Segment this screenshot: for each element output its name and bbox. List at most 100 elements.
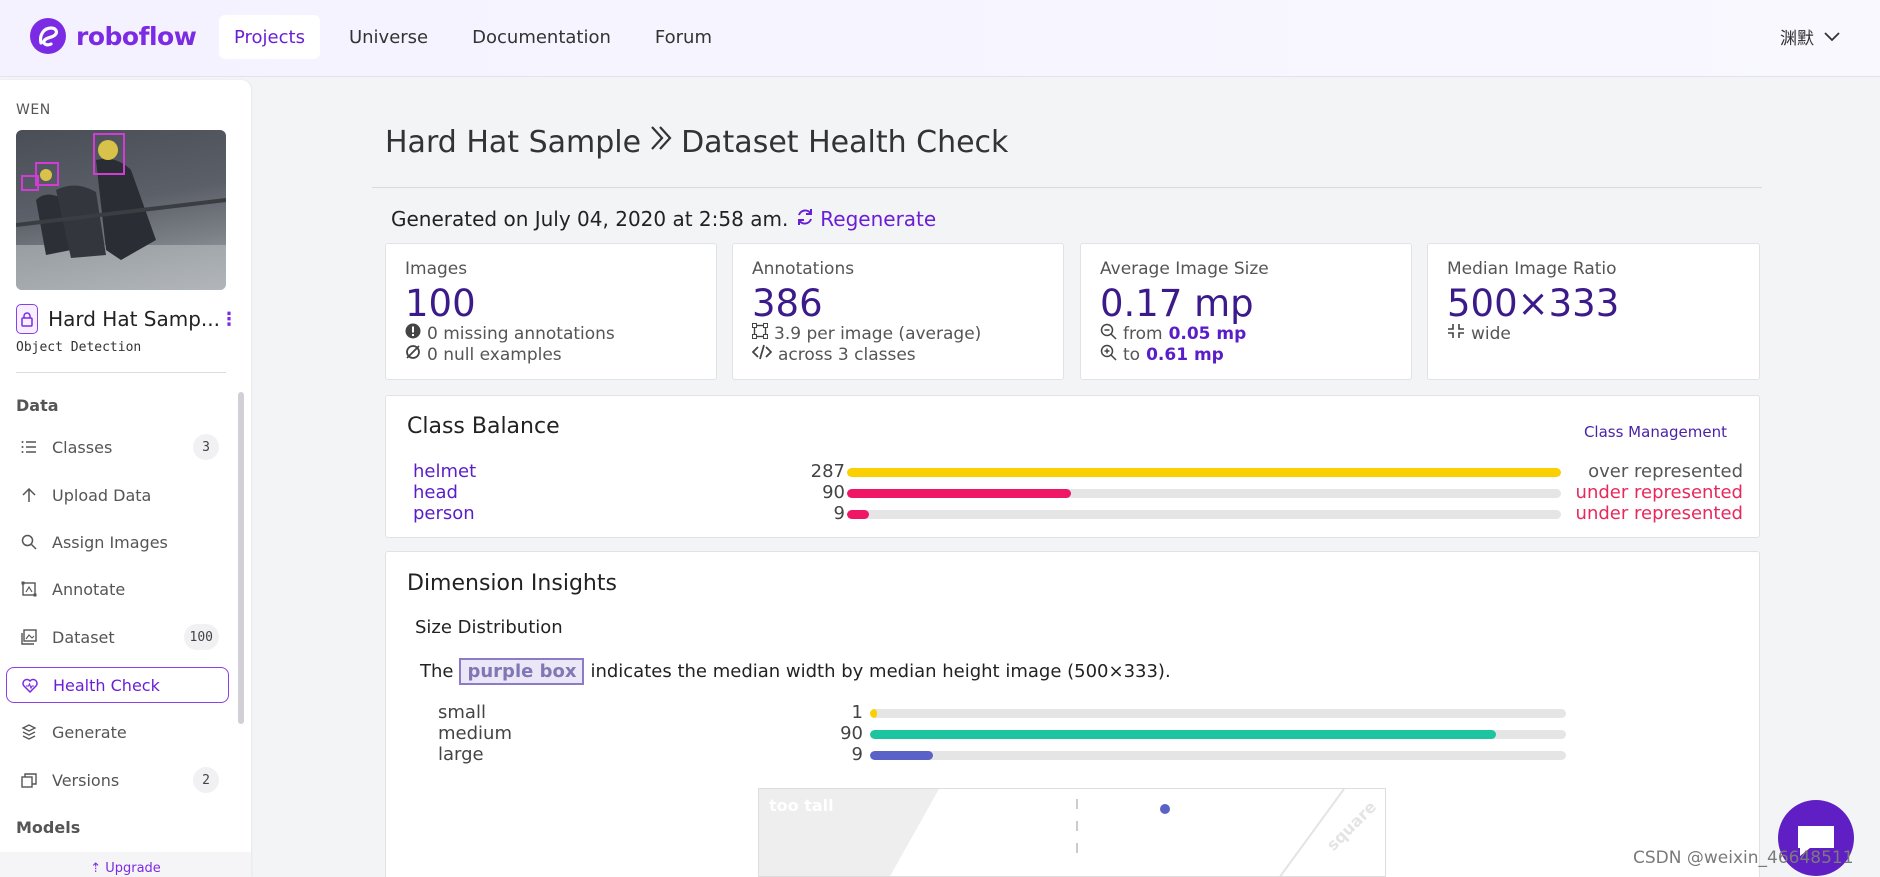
class-status: under represented — [1575, 503, 1743, 524]
annotations-card: Annotations 386 3.9 per image (average) … — [732, 243, 1064, 380]
missing-annotations: 0 missing annotations — [405, 323, 615, 344]
class-bar-fill — [847, 510, 870, 519]
project-header: Hard Hat Samp... ⋮ — [16, 304, 238, 334]
upgrade-button[interactable]: ⇡ Upgrade — [0, 852, 251, 877]
refresh-icon — [796, 207, 814, 231]
upload-icon — [20, 486, 38, 504]
class-bar-track — [847, 489, 1561, 498]
sidebar-item-label: Health Check — [53, 675, 160, 695]
sidebar-item-dataset[interactable]: Dataset 100 — [6, 619, 229, 655]
roboflow-logo-icon — [30, 18, 66, 54]
size-row: medium 90 — [438, 723, 1566, 744]
class-balance-title: Class Balance — [407, 414, 560, 439]
class-name[interactable]: head — [413, 482, 458, 503]
class-row: head 90 under represented — [413, 482, 1743, 503]
annotate-icon — [20, 580, 38, 598]
purple-box-legend: purple box — [459, 658, 585, 685]
nav-forum[interactable]: Forum — [654, 26, 712, 48]
kebab-menu-icon[interactable]: ⋮ — [220, 308, 238, 330]
class-name[interactable]: helmet — [413, 461, 477, 482]
code-icon — [751, 344, 773, 365]
size-to: to 0.61 mp — [1100, 344, 1224, 366]
dimension-insights-title: Dimension Insights — [407, 571, 617, 596]
breadcrumb-project[interactable]: Hard Hat Sample — [385, 124, 642, 160]
annotations-label: Annotations — [752, 259, 855, 279]
page-title: Hard Hat Sample Dataset Health Check — [385, 124, 1008, 160]
sidebar-item-health-check[interactable]: Health Check — [6, 667, 229, 703]
size-row: small 1 — [438, 702, 1566, 723]
desc-pre: The — [420, 661, 454, 682]
from-label: from — [1123, 324, 1163, 344]
nav-projects[interactable]: Projects — [219, 15, 320, 59]
class-management-link[interactable]: Class Management — [1583, 423, 1727, 441]
generated-text: Generated on July 04, 2020 at 2:58 am. — [391, 207, 789, 231]
desc-post: indicates the median width by median hei… — [590, 661, 1171, 682]
generate-icon — [20, 723, 38, 741]
zoom-in-icon — [1100, 344, 1117, 366]
per-image-text: 3.9 per image (average) — [774, 323, 982, 344]
null-text: 0 null examples — [427, 344, 562, 365]
sidebar-item-label: Classes — [52, 437, 113, 457]
images-card: Images 100 0 missing annotations 0 null … — [385, 243, 717, 380]
size-distribution-title: Size Distribution — [415, 617, 563, 638]
sidebar-item-label: Versions — [52, 770, 120, 790]
bounding-box-icon — [752, 323, 768, 344]
class-status: under represented — [1575, 482, 1743, 503]
user-name: 渊默 — [1780, 29, 1814, 49]
scatter-point — [1160, 804, 1170, 814]
watermark: CSDN @weixin_46648511 — [1633, 848, 1854, 868]
sidebar-item-assign-images[interactable]: Assign Images — [6, 524, 229, 560]
ratio-shape-text: wide — [1471, 323, 1511, 344]
brand-name: roboflow — [76, 21, 197, 51]
class-balance-card: Class Balance Class Management helmet 287… — [385, 395, 1760, 538]
regenerate-label: Regenerate — [820, 207, 937, 231]
sidebar-item-label: Generate — [52, 722, 127, 742]
nav-universe[interactable]: Universe — [348, 26, 429, 48]
roboflow-logo[interactable]: roboflow — [30, 18, 197, 54]
heart-icon — [21, 676, 39, 694]
across-classes: across 3 classes — [751, 344, 916, 365]
average-size-card: Average Image Size 0.17 mp from 0.05 mp … — [1080, 243, 1412, 380]
regenerate-link[interactable]: Regenerate — [796, 207, 936, 231]
size-count: 90 — [840, 723, 863, 744]
search-icon — [20, 533, 38, 551]
sidebar-scrollbar[interactable] — [238, 392, 244, 724]
class-bar-fill — [847, 489, 1071, 498]
size-from: from 0.05 mp — [1100, 323, 1246, 345]
class-status: over represented — [1588, 461, 1743, 482]
size-bar-fill — [870, 709, 877, 718]
sidebar-item-upload-data[interactable]: Upload Data — [6, 477, 229, 513]
images-value: 100 — [405, 282, 476, 325]
nav-documentation[interactable]: Documentation — [472, 26, 611, 48]
sidebar-item-versions[interactable]: Versions 2 — [6, 762, 229, 798]
title-divider — [372, 187, 1762, 188]
size-bar-track — [870, 730, 1566, 739]
sidebar-item-generate[interactable]: Generate — [6, 714, 229, 750]
size-bar-track — [870, 709, 1566, 718]
project-thumbnail[interactable] — [16, 130, 226, 290]
class-row: helmet 287 over represented — [413, 461, 1743, 482]
lock-icon — [16, 304, 39, 334]
chevron-down-icon — [1824, 27, 1840, 47]
sidebar-item-classes[interactable]: Classes 3 — [6, 429, 229, 465]
user-menu[interactable]: 渊默 — [1780, 24, 1840, 49]
sidebar-item-label: Annotate — [52, 579, 126, 599]
list-icon — [20, 438, 38, 456]
chat-button[interactable] — [1778, 800, 1854, 876]
from-value: 0.05 mp — [1168, 324, 1247, 344]
class-row: person 9 under represented — [413, 503, 1743, 524]
to-label: to — [1123, 345, 1141, 365]
size-name: large — [438, 744, 484, 765]
class-bar-fill — [847, 468, 1561, 477]
missing-text: 0 missing annotations — [427, 323, 615, 344]
class-name[interactable]: person — [413, 503, 475, 524]
compress-icon — [1447, 323, 1465, 344]
sidebar-item-label: Dataset — [52, 627, 115, 647]
sidebar-item-annotate[interactable]: Annotate — [6, 571, 229, 607]
per-image: 3.9 per image (average) — [752, 323, 981, 344]
double-chevron-right-icon — [649, 124, 673, 160]
size-bar-fill — [870, 730, 1497, 739]
project-type: Object Detection — [16, 340, 142, 355]
avg-size-value: 0.17 mp — [1100, 282, 1254, 325]
size-count: 1 — [851, 702, 863, 723]
